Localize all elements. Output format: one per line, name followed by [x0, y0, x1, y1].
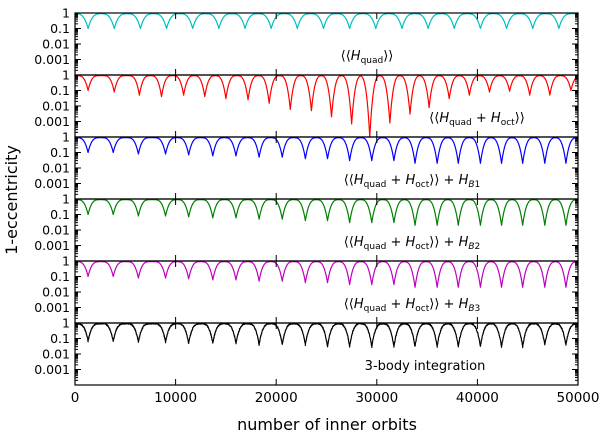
y-tick-label: 0.001 [34, 114, 70, 129]
panel-frame [74, 198, 579, 262]
y-tick-label: 0.001 [34, 300, 70, 315]
panel-frame [74, 136, 579, 200]
y-tick-label: 0.1 [50, 207, 70, 222]
y-tick-label: 0.001 [34, 362, 70, 377]
y-tick-label: 0.001 [34, 176, 70, 191]
series-line-5 [74, 261, 579, 288]
y-tick-label: 1 [62, 68, 70, 83]
panel-label-5: ⟨⟨Hquad + Hoct⟩⟩ + HB3 [344, 297, 481, 314]
panel-3: 10.10.010.001 ⟨⟨Hquad + Hoct⟩⟩ + HB1 [34, 130, 579, 200]
panel-1: 10.10.010.001 ⟨⟨Hquad⟩⟩ [34, 6, 579, 76]
x-axis-label: number of inner orbits [237, 415, 417, 434]
y-tick-label: 0.01 [42, 223, 70, 238]
series-line-6 [74, 322, 579, 349]
y-tick-label: 1 [62, 316, 70, 331]
panel-5: 10.10.010.001 ⟨⟨Hquad + Hoct⟩⟩ + HB3 [34, 254, 579, 324]
y-tick-label: 0.1 [50, 145, 70, 160]
panel-6: 10.10.010.001 3-body integration [34, 316, 579, 386]
y-axis-label: 1-eccentricity [2, 145, 21, 255]
y-tick-label: 0.001 [34, 52, 70, 67]
series-line-3 [74, 137, 579, 164]
y-tick-label: 1 [62, 254, 70, 269]
panel-frame [74, 260, 579, 324]
y-tick-label: 0.01 [42, 347, 70, 362]
panels-layer: 10.10.010.001 ⟨⟨Hquad⟩⟩10.10.010.001 ⟨⟨Hqu… [34, 6, 579, 386]
panel-frame [74, 322, 579, 386]
y-tick-label: 0.001 [34, 238, 70, 253]
series-line-4 [74, 199, 579, 226]
panel-label-2: ⟨⟨Hquad + Hoct⟩⟩ [429, 111, 525, 128]
panel-label-3: ⟨⟨Hquad + Hoct⟩⟩ + HB1 [344, 173, 481, 190]
y-tick-label: 1 [62, 6, 70, 21]
y-tick-label: 0.01 [42, 99, 70, 114]
y-tick-label: 0.01 [42, 285, 70, 300]
panel-4: 10.10.010.001 ⟨⟨Hquad + Hoct⟩⟩ + HB2 [34, 192, 579, 262]
panel-label-4: ⟨⟨Hquad + Hoct⟩⟩ + HB2 [344, 235, 481, 252]
panel-label-1: ⟨⟨Hquad⟩⟩ [341, 49, 394, 66]
y-tick-label: 0.1 [50, 269, 70, 284]
y-tick-label: 0.1 [50, 83, 70, 98]
series-line-1 [74, 13, 579, 30]
y-tick-label: 0.01 [42, 161, 70, 176]
y-tick-label: 0.01 [42, 37, 70, 52]
panel-label-6: 3-body integration [365, 359, 486, 374]
x-tick-label: 30000 [355, 390, 398, 406]
y-tick-label: 1 [62, 192, 70, 207]
y-tick-label: 0.1 [50, 21, 70, 36]
x-tick-label: 50000 [557, 390, 600, 406]
x-axis: 0 10000 20000 30000 40000 50000 [71, 390, 600, 406]
y-tick-label: 1 [62, 130, 70, 145]
x-tick-label: 20000 [255, 390, 298, 406]
x-tick-label: 10000 [154, 390, 197, 406]
series-line-2 [74, 75, 579, 138]
panel-2: 10.10.010.001 ⟨⟨Hquad + Hoct⟩⟩ [34, 68, 579, 138]
x-tick-label: 40000 [456, 390, 499, 406]
panel-frame [74, 12, 579, 76]
y-tick-label: 0.1 [50, 331, 70, 346]
x-tick-label: 0 [71, 390, 80, 406]
